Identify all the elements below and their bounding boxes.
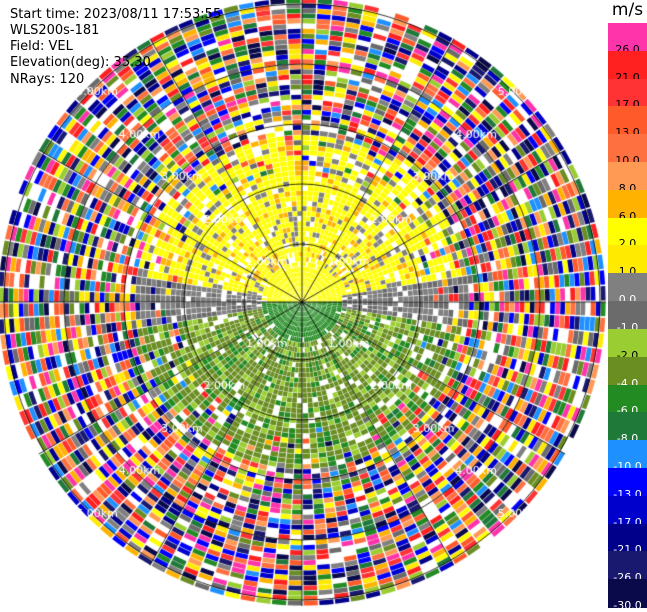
colorbar-bin (608, 162, 647, 191)
colorbar-unit: m/s (611, 0, 644, 20)
colorbar-bin (608, 273, 647, 303)
colorbar-bin (608, 50, 647, 80)
colorbar-bin (608, 412, 647, 442)
colorbar-bin (608, 384, 647, 414)
colorbar-bin (608, 245, 647, 275)
colorbar-bin (608, 78, 647, 108)
colorbar-bin (608, 551, 647, 581)
elevation-text: Elevation(deg): 35.30 (10, 55, 151, 70)
colorbar-bin (608, 356, 647, 386)
colorbar-bin (608, 495, 647, 525)
colorbar-bin (608, 106, 647, 136)
colorbar-bin (608, 217, 647, 247)
colorbar-bin (608, 523, 647, 553)
colorbar-bin (608, 23, 647, 52)
colorbar-bin (608, 328, 647, 358)
instrument-name: WLS200s-181 (10, 23, 100, 38)
nrays-text: NRays: 120 (10, 72, 85, 87)
start-time-text: Start time: 2023/08/11 17:53:55 (10, 7, 222, 22)
velocity-colorbar: 26.0 21.0 17.0 13.0 10.0 8.0 6.0 2.0 1.0 0.0 -1.0-… (608, 23, 647, 612)
colorbar-bin (608, 467, 647, 497)
colorbar-bin (608, 189, 647, 219)
colorbar-bin (608, 579, 647, 608)
colorbar-bin (608, 134, 647, 164)
field-text: Field: VEL (10, 39, 73, 54)
colorbar-bin (608, 440, 647, 469)
colorbar-bin (608, 301, 647, 330)
colorbar-tick-label: -30.0 (613, 599, 642, 612)
